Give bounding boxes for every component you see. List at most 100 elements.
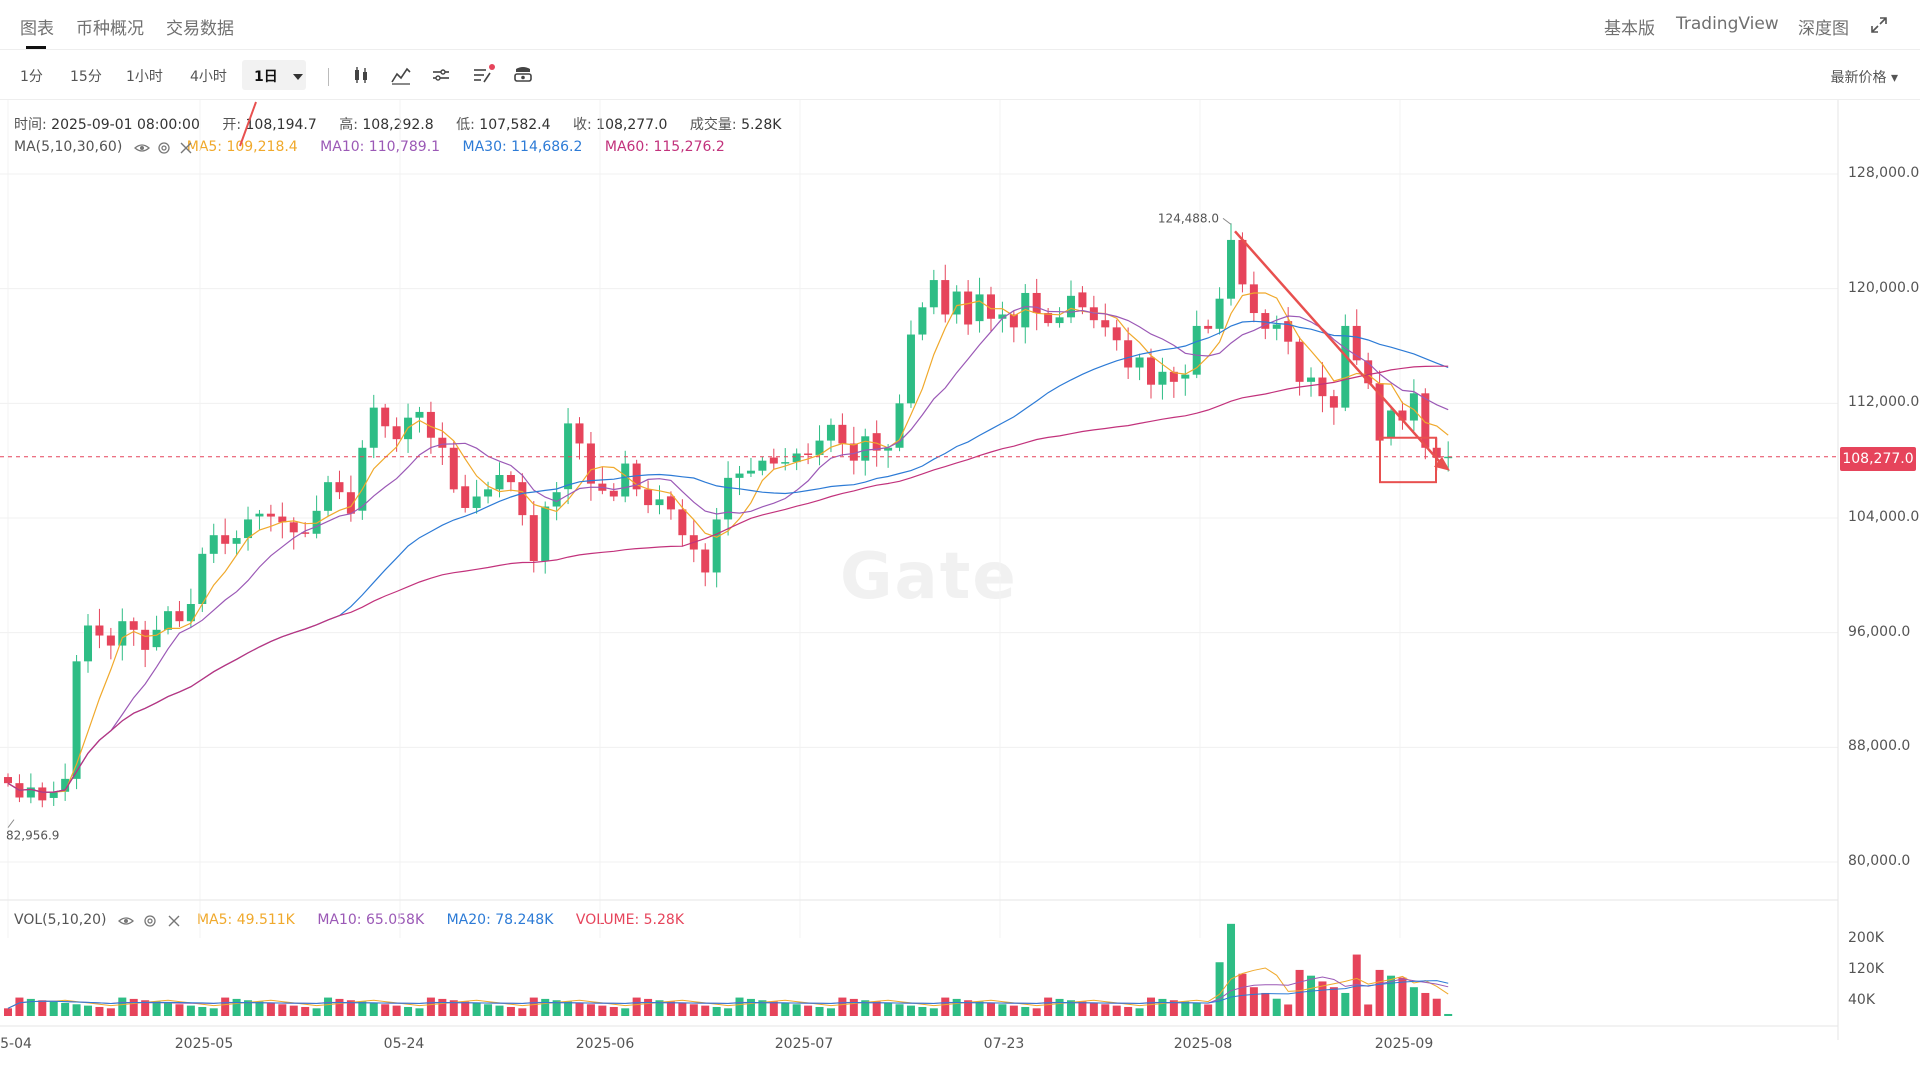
volume-bar [1341,992,1350,1016]
volume-bar [495,1005,504,1016]
settings-sliders-icon[interactable] [428,62,454,88]
volume-bar [518,1008,527,1016]
volume-bar [1261,992,1270,1016]
volume-bar [358,1001,367,1016]
candle-body [792,453,801,463]
candle-body [1181,374,1190,379]
candle-body [472,496,481,508]
candle-body [666,496,675,510]
candle-body [1158,371,1167,385]
candlestick-chart[interactable]: 124,488.0 82,956.9 [0,100,1920,1040]
ma30-value: MA30: 114,686.2 [462,139,583,155]
chart-toolbar: 1分 15分 1小时 4小时 1日 最新价格 ▾ [0,52,1920,100]
volume-bar [1329,987,1338,1016]
candle-body [198,553,207,604]
ma-close-icon[interactable] [178,140,194,156]
volume-bar [84,1005,93,1016]
volume-bar [804,1005,813,1016]
vol-eye-icon[interactable] [118,913,134,929]
interval-dropdown-icon[interactable] [292,72,304,82]
volume-bar [415,1008,424,1016]
volume-bar [1387,975,1396,1016]
candle-body [1032,292,1041,314]
candle-body [998,314,1007,319]
price-type-select[interactable]: 最新价格 ▾ [1830,70,1898,86]
volume-bar [712,1006,721,1016]
tab-coin-overview[interactable]: 币种概况 [76,19,144,39]
candle-body [518,482,527,516]
vol-ma10-value: MA10: 65.058K [317,912,425,928]
indicator-icon[interactable] [388,62,414,88]
price-tick: 120,000.0 [1848,279,1920,296]
volume-bar [746,998,755,1016]
volume-bar [438,998,447,1016]
interval-1h[interactable]: 1小时 [126,69,163,85]
candle-body [175,611,184,622]
interval-4h[interactable]: 4小时 [190,69,227,85]
volume-bar [301,1006,310,1016]
volume-bar [1249,987,1258,1016]
vol-settings-icon[interactable] [142,913,158,929]
volume-bar [769,1001,778,1016]
vol-legend-label: VOL(5,10,20) [14,912,107,928]
volume-bar [1238,973,1247,1016]
volume-bar [1375,969,1384,1016]
candle-body [838,424,847,444]
tab-basic-version[interactable]: 基本版 [1604,19,1655,39]
candle-body [1444,456,1453,459]
drawing-tools-icon[interactable] [470,62,496,88]
candle-body [826,424,835,441]
vol-ma5-value: MA5: 49.511K [196,912,295,928]
candle-type-icon[interactable] [348,62,374,88]
volume-bar [1112,1005,1121,1016]
price-tick: 112,000.0 [1848,394,1920,411]
candle-body [164,611,173,630]
candle-body [1284,321,1293,342]
high-pointer [1222,217,1232,225]
candle-body [266,513,275,517]
vol-close-icon[interactable] [166,913,182,929]
candle-body [324,482,333,511]
vol-legend: VOL(5,10,20) MA5: 49.511K MA10: 65.058K … [14,912,702,928]
chart-overlay: 124,488.0 82,956.9 [0,101,1838,843]
candle-body [1044,313,1053,324]
volume-bar [895,1004,904,1016]
candle-body [724,477,733,520]
ma-settings-icon[interactable] [156,140,172,156]
volume-bar [861,1000,870,1016]
price-tick: 96,000.0 [1848,623,1911,640]
date-tick: 07-23 [983,1036,1025,1052]
interval-1m[interactable]: 1分 [20,69,43,85]
tab-tradingview[interactable]: TradingView [1676,14,1779,34]
candle-body [381,407,390,427]
vol-ma20-value: MA20: 78.248K [446,912,554,928]
interval-1d[interactable]: 1日 [254,69,278,85]
candle-body [84,625,93,662]
candle-body [1238,239,1247,285]
volume-bar [38,1000,47,1016]
volume-bar [244,1000,253,1016]
candle-body [1295,341,1304,382]
candle-body [449,447,458,490]
candle-body [655,499,664,506]
chart-style-icon[interactable] [510,62,536,88]
tab-chart[interactable]: 图表 [20,19,54,39]
candle-body [1066,295,1075,318]
volume-bar [95,1006,104,1016]
tab-trading-data[interactable]: 交易数据 [166,19,234,39]
candle-body [221,535,230,544]
chart-grid [0,100,1839,1040]
volume-bar [335,998,344,1016]
tab-depth-chart[interactable]: 深度图 [1798,19,1849,39]
vol-ma20-line [7,980,1449,1009]
candle-body [1204,325,1213,329]
interval-15m[interactable]: 15分 [70,69,102,85]
candle-body [952,291,961,315]
candle-body [552,492,561,507]
fullscreen-icon[interactable] [1870,16,1888,34]
volume-bar [701,1005,710,1016]
ma60-value: MA60: 115,276.2 [604,139,725,155]
ma-eye-icon[interactable] [134,140,150,156]
date-tick: 5-04 [0,1036,32,1052]
volume-bar [1089,1002,1098,1016]
